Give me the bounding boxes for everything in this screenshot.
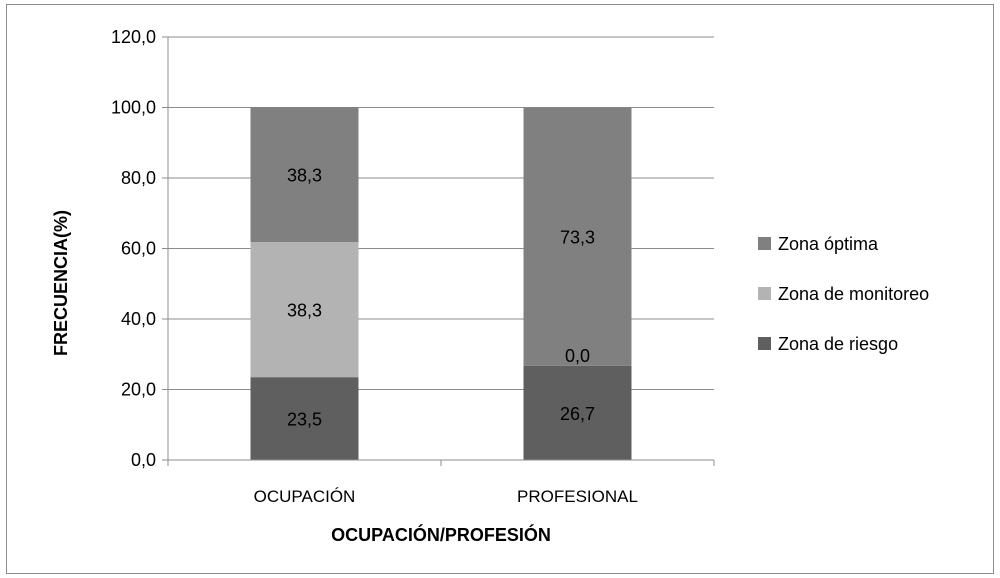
y-tick-label: 0,0: [131, 450, 156, 470]
bar-zona-ptima: [250, 107, 359, 243]
x-axis-title: OCUPACIÓN/PROFESIÓN: [331, 524, 551, 545]
y-tick-label: 80,0: [121, 168, 156, 188]
y-tick-label: 20,0: [121, 380, 156, 400]
data-label: 38,3: [287, 166, 322, 186]
data-labels: 23,5 38,3 38,3 26,7 0,0 73,3: [287, 166, 595, 430]
legend-swatch: [758, 287, 771, 300]
y-axis-title: FRECUENCIA(%): [51, 210, 71, 356]
chart-frame: [6, 4, 994, 574]
axes: 0,0 20,0 40,0 60,0 80,0 100,0 120,0 OCUPACIÓN PR…: [111, 27, 715, 506]
legend-label: Zona de riesgo: [778, 334, 898, 354]
bar-zona-de-riesgo: [523, 365, 632, 460]
data-label: 0,0: [565, 346, 590, 366]
x-tick-label: PROFESIONAL: [517, 487, 638, 506]
data-label: 38,3: [287, 301, 322, 321]
bars: [250, 107, 632, 460]
y-tick-label: 60,0: [121, 239, 156, 259]
legend-label: Zona de monitoreo: [778, 284, 929, 304]
bar-zona-de-monitoreo: [250, 242, 359, 378]
bar-zona-de-riesgo: [250, 377, 359, 460]
legend: Zona óptima Zona de monitoreo Zona de ries…: [758, 234, 929, 354]
data-label: 26,7: [560, 404, 595, 424]
data-label: 73,3: [560, 228, 595, 248]
y-tick-label: 100,0: [111, 98, 156, 118]
x-tick-label: OCUPACIÓN: [254, 487, 356, 506]
y-tick-label: 40,0: [121, 309, 156, 329]
legend-swatch: [758, 237, 771, 250]
data-label: 23,5: [287, 410, 322, 430]
y-tick-label: 120,0: [111, 27, 156, 47]
legend-label: Zona óptima: [778, 234, 879, 254]
bar-zona-ptima: [523, 107, 632, 366]
legend-swatch: [758, 337, 771, 350]
gridlines: [168, 36, 714, 390]
